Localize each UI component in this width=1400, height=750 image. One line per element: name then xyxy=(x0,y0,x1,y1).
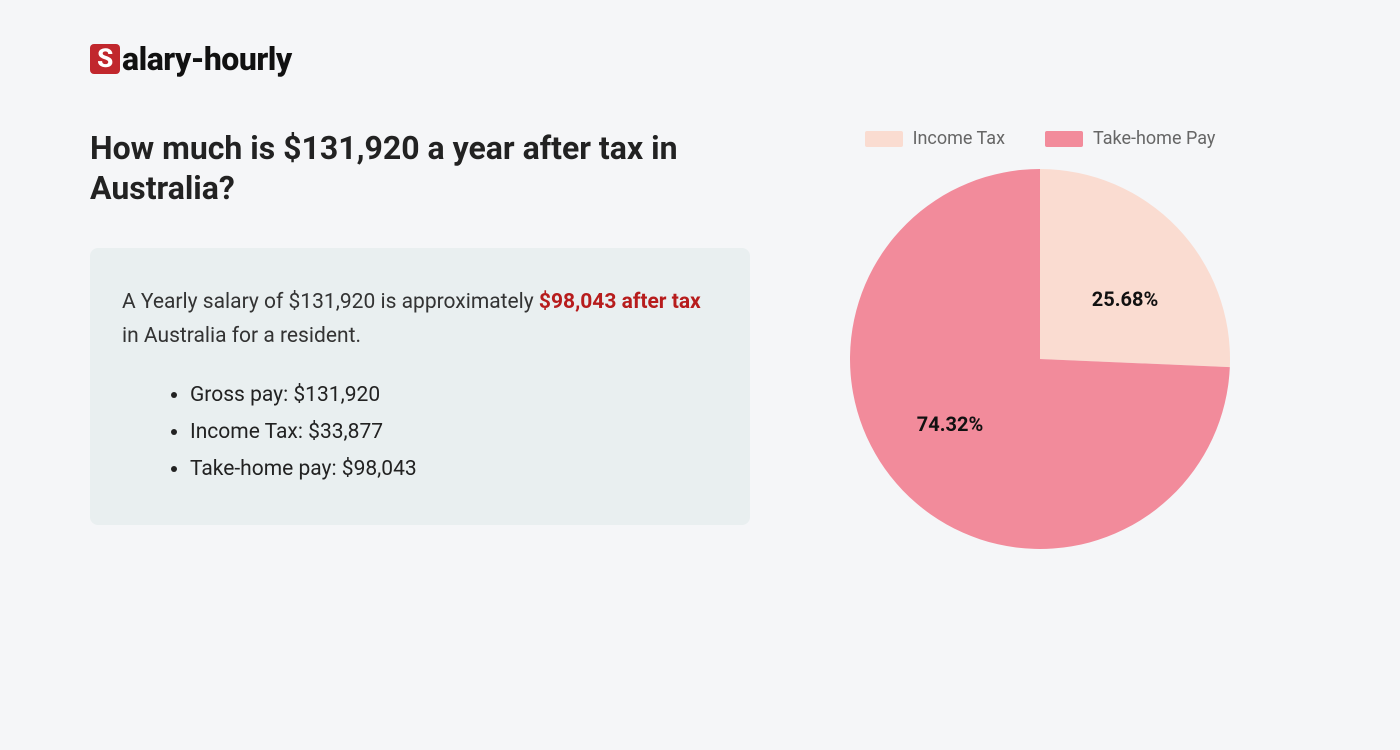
legend-label: Income Tax xyxy=(913,128,1005,149)
summary-box: A Yearly salary of $131,920 is approxima… xyxy=(90,248,750,525)
summary-sentence: A Yearly salary of $131,920 is approxima… xyxy=(122,286,718,353)
list-item: Gross pay: $131,920 xyxy=(190,377,718,414)
text-column: How much is $131,920 a year after tax in… xyxy=(90,128,750,525)
pie-svg xyxy=(850,169,1230,549)
site-logo: Salary-hourly xyxy=(90,40,1310,78)
slice-label-income-tax: 25.68% xyxy=(1092,287,1158,311)
pie-chart: 25.68% 74.32% xyxy=(850,169,1230,549)
legend-item-take-home: Take-home Pay xyxy=(1045,128,1215,149)
legend-swatch xyxy=(1045,131,1083,147)
legend-swatch xyxy=(865,131,903,147)
legend-label: Take-home Pay xyxy=(1093,128,1215,149)
list-item: Take-home pay: $98,043 xyxy=(190,451,718,488)
summary-list: Gross pay: $131,920 Income Tax: $33,877 … xyxy=(122,377,718,487)
pie-slice-income-tax xyxy=(1040,169,1230,367)
chart-column: Income Tax Take-home Pay 25.68% 74.32% xyxy=(830,128,1250,549)
summary-highlight: $98,043 after tax xyxy=(539,290,701,314)
logo-rest: alary-hourly xyxy=(122,40,292,78)
chart-legend: Income Tax Take-home Pay xyxy=(865,128,1216,149)
list-item: Income Tax: $33,877 xyxy=(190,414,718,451)
logo-initial: S xyxy=(90,44,120,74)
legend-item-income-tax: Income Tax xyxy=(865,128,1005,149)
slice-label-take-home: 74.32% xyxy=(917,412,983,436)
main-content: How much is $131,920 a year after tax in… xyxy=(90,128,1310,549)
summary-suffix: in Australia for a resident. xyxy=(122,324,361,348)
page-title: How much is $131,920 a year after tax in… xyxy=(90,128,750,208)
summary-prefix: A Yearly salary of $131,920 is approxima… xyxy=(122,290,539,314)
